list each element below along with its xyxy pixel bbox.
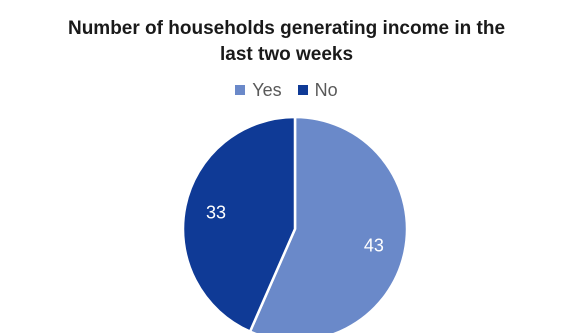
pie-data-label-yes: 43 xyxy=(364,236,384,256)
legend-swatch-no xyxy=(297,85,308,95)
legend-item-yes: Yes xyxy=(235,79,282,101)
pie-data-label-no: 33 xyxy=(206,202,226,222)
legend-swatch-yes xyxy=(235,85,246,95)
pie-slice-yes xyxy=(248,115,409,333)
chart-legend: Yes No xyxy=(0,79,573,101)
legend-label-yes: Yes xyxy=(252,79,282,100)
legend-item-no: No xyxy=(297,79,338,101)
chart-title-line-1: Number of households generating income i… xyxy=(67,18,506,39)
chart-title: Number of households generating income i… xyxy=(0,16,573,68)
chart-title-line-2: last two weeks xyxy=(219,44,354,65)
pie-slice-no xyxy=(181,115,297,333)
legend-label-no: No xyxy=(314,79,338,100)
